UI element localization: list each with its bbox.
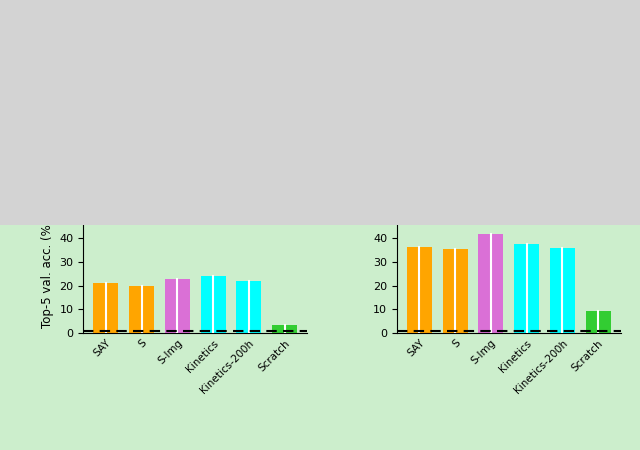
Title: SSV2 (50 shot): SSV2 (50 shot) [458, 15, 560, 29]
Bar [272, 325, 297, 333]
Bar [479, 234, 504, 333]
Bar [93, 90, 118, 150]
Bar [236, 281, 261, 333]
Bar [272, 141, 297, 150]
Text: b: b [20, 201, 33, 219]
Bar [200, 85, 225, 150]
Bar [586, 310, 611, 333]
Bar [550, 248, 575, 333]
Bar [129, 90, 154, 150]
Title: Kinetics (50 shot): Kinetics (50 shot) [448, 198, 570, 212]
Bar [165, 279, 190, 333]
Bar [407, 247, 432, 333]
Title: SSV2 (10 shot): SSV2 (10 shot) [144, 15, 246, 29]
Bar [93, 284, 118, 333]
Bar [407, 47, 432, 150]
Bar [586, 137, 611, 150]
Bar [479, 111, 504, 150]
Text: a: a [20, 17, 32, 35]
Y-axis label: Top-5 val. acc. (%): Top-5 val. acc. (%) [41, 36, 54, 145]
Bar [550, 53, 575, 150]
Y-axis label: Top-5 val. acc. (%): Top-5 val. acc. (%) [41, 220, 54, 328]
Bar [514, 47, 539, 150]
Bar [165, 127, 190, 150]
Title: Kinetics (10 shot): Kinetics (10 shot) [134, 198, 256, 212]
Bar [129, 286, 154, 333]
Bar [236, 93, 261, 150]
Bar [514, 244, 539, 333]
Bar [443, 48, 468, 150]
Bar [200, 276, 225, 333]
Bar [443, 249, 468, 333]
